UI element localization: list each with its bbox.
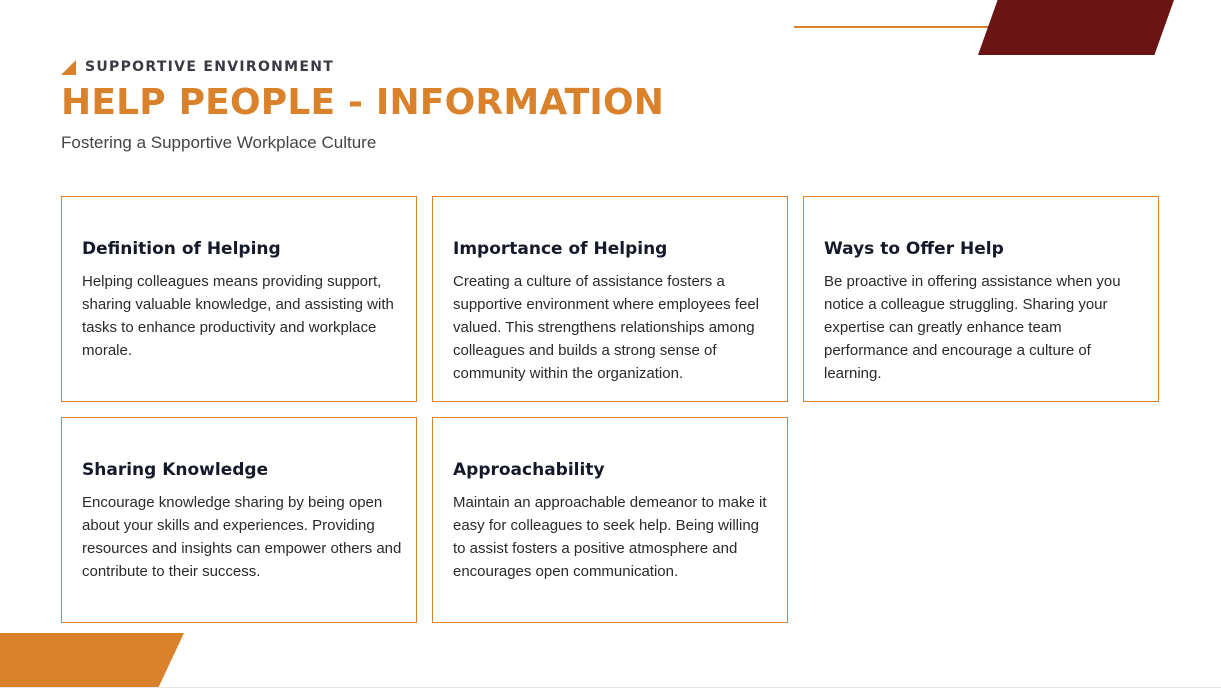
section-eyebrow: SUPPORTIVE ENVIRONMENT [61, 58, 334, 75]
triangle-icon [61, 60, 76, 75]
card-body: Helping colleagues means providing suppo… [82, 273, 394, 359]
card-title: Ways to Offer Help [824, 239, 1004, 259]
top-accent-line [794, 26, 1040, 28]
page-subtitle: Fostering a Supportive Workplace Culture [61, 133, 377, 152]
eyebrow-label: SUPPORTIVE ENVIRONMENT [85, 58, 335, 75]
card-body: Encourage knowledge sharing by being ope… [82, 494, 402, 580]
card-body: Be proactive in offering assistance when… [824, 273, 1121, 382]
card-title: Sharing Knowledge [82, 460, 269, 480]
card-title: Definition of Helping [82, 239, 281, 259]
card-title: Importance of Helping [453, 239, 668, 259]
bottom-decorative-parallelogram [0, 633, 184, 688]
card-sharing-knowledge: Sharing Knowledge Encourage knowledge sh… [61, 417, 417, 623]
card-ways-to-offer-help: Ways to Offer Help Be proactive in offer… [803, 196, 1159, 402]
card-importance-of-helping: Importance of Helping Creating a culture… [432, 196, 788, 402]
page-title: HELP PEOPLE - INFORMATION [61, 82, 665, 123]
card-body: Creating a culture of assistance fosters… [453, 273, 759, 382]
top-decorative-parallelogram [978, 0, 1174, 55]
card-body: Maintain an approachable demeanor to mak… [453, 494, 767, 580]
card-approachability: Approachability Maintain an approachable… [432, 417, 788, 623]
card-title: Approachability [453, 460, 605, 480]
card-definition-of-helping: Definition of Helping Helping colleagues… [61, 196, 417, 402]
